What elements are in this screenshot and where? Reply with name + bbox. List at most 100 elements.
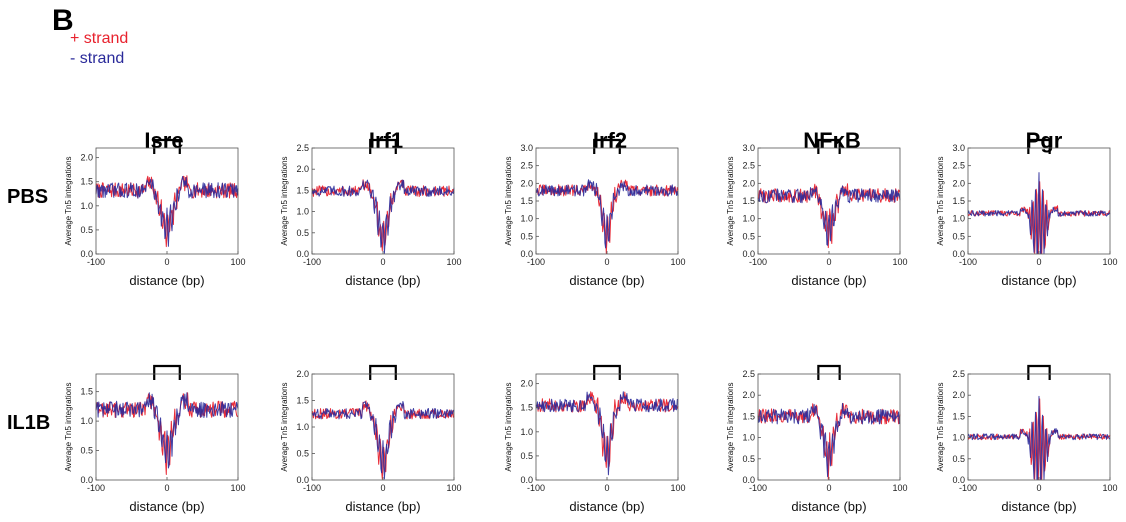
- y-axis-label: Average Tn5 integrations: [280, 156, 289, 245]
- motif-bracket: [817, 138, 841, 154]
- motif-bracket: [593, 138, 621, 154]
- y-tick-label: 0.5: [520, 451, 533, 461]
- motif-bracket: [593, 364, 621, 380]
- y-tick-label: 1.0: [742, 433, 755, 443]
- y-tick-label: 0.0: [296, 475, 309, 485]
- x-tick-label: -100: [749, 483, 767, 493]
- y-tick-label: 0.5: [520, 231, 533, 241]
- y-tick-label: 2.0: [296, 369, 309, 379]
- x-axis-label: distance (bp): [345, 273, 420, 288]
- x-tick-label: 0: [380, 483, 385, 493]
- x-tick-label: 100: [670, 483, 685, 493]
- y-tick-label: 1.5: [80, 387, 93, 397]
- y-tick-label: 0.5: [952, 231, 965, 241]
- y-tick-label: 0.5: [296, 228, 309, 238]
- y-axis-label: Average Tn5 integrations: [936, 382, 945, 471]
- panel-label: B: [52, 4, 74, 37]
- y-tick-label: 0.5: [296, 449, 309, 459]
- y-tick-label: 1.5: [742, 196, 755, 206]
- x-tick-label: 0: [164, 483, 169, 493]
- x-axis-label: distance (bp): [791, 273, 866, 288]
- y-tick-label: 0.0: [296, 249, 309, 259]
- y-tick-label: 2.0: [296, 164, 309, 174]
- x-tick-label: -100: [959, 257, 977, 267]
- chart-il1b-3: 0.0 0.5 1.0 1.5 2.0 2.5 -100 0 100 distance (bp) A…: [726, 364, 908, 514]
- y-tick-label: 2.0: [742, 390, 755, 400]
- y-tick-label: 1.5: [520, 403, 533, 413]
- y-tick-label: 2.5: [296, 143, 309, 153]
- x-tick-label: 100: [230, 257, 245, 267]
- y-axis-label: Average Tn5 integrations: [280, 382, 289, 471]
- x-tick-label: 100: [446, 483, 461, 493]
- y-tick-label: 0.0: [80, 475, 93, 485]
- y-tick-label: 1.5: [296, 396, 309, 406]
- x-tick-label: 0: [604, 257, 609, 267]
- y-axis-label: Average Tn5 integrations: [726, 156, 735, 245]
- y-tick-label: 0.0: [520, 249, 533, 259]
- motif-bracket: [817, 364, 841, 380]
- x-tick-label: -100: [527, 483, 545, 493]
- chart-pbs-3: 0.0 0.5 1.0 1.5 2.0 2.5 3.0 -100 0 100 distance (b…: [726, 138, 908, 288]
- y-tick-label: 1.5: [742, 411, 755, 421]
- y-tick-label: 3.0: [952, 143, 965, 153]
- chart-il1b-4: 0.0 0.5 1.0 1.5 2.0 2.5 -100 0 100 distance (bp) A…: [936, 364, 1118, 514]
- legend-plus-strand: + strand: [70, 30, 129, 47]
- y-tick-label: 0.5: [80, 446, 93, 456]
- x-tick-label: 100: [892, 257, 907, 267]
- x-tick-label: 100: [670, 257, 685, 267]
- y-axis-label: Average Tn5 integrations: [726, 382, 735, 471]
- y-tick-label: 0.0: [952, 249, 965, 259]
- series-line-minus: [757, 185, 901, 246]
- motif-bracket: [1027, 138, 1051, 154]
- x-axis-label: distance (bp): [569, 499, 644, 514]
- y-tick-label: 0.0: [520, 475, 533, 485]
- y-tick-label: 0.0: [952, 475, 965, 485]
- y-tick-label: 0.5: [952, 454, 965, 464]
- y-tick-label: 1.5: [80, 177, 93, 187]
- y-tick-label: 1.0: [742, 214, 755, 224]
- y-tick-label: 0.0: [742, 249, 755, 259]
- y-axis-label: Average Tn5 integrations: [504, 156, 513, 245]
- x-tick-label: 0: [604, 483, 609, 493]
- y-tick-label: 1.0: [952, 433, 965, 443]
- y-tick-label: 1.5: [952, 196, 965, 206]
- y-tick-label: 2.0: [742, 178, 755, 188]
- y-tick-label: 0.0: [80, 249, 93, 259]
- axes-frame: [535, 373, 679, 481]
- x-axis-label: distance (bp): [1001, 273, 1076, 288]
- motif-bracket: [369, 138, 397, 154]
- chart-pbs-2: 0.0 0.5 1.0 1.5 2.0 2.5 3.0 -100 0 100 distance (b…: [504, 138, 686, 288]
- series-line-minus: [535, 391, 679, 476]
- series-line-minus: [311, 401, 455, 480]
- series-line-minus: [967, 395, 1111, 480]
- x-tick-label: -100: [749, 257, 767, 267]
- y-tick-label: 2.0: [952, 390, 965, 400]
- x-axis-label: distance (bp): [345, 499, 420, 514]
- y-tick-label: 1.0: [80, 201, 93, 211]
- x-tick-label: 100: [230, 483, 245, 493]
- x-tick-label: 0: [164, 257, 169, 267]
- y-tick-label: 0.5: [80, 225, 93, 235]
- x-tick-label: 0: [826, 483, 831, 493]
- motif-bracket: [369, 364, 397, 380]
- x-axis-label: distance (bp): [129, 499, 204, 514]
- y-tick-label: 1.5: [296, 185, 309, 195]
- x-tick-label: 0: [380, 257, 385, 267]
- y-tick-label: 2.0: [520, 379, 533, 389]
- y-tick-label: 1.5: [952, 411, 965, 421]
- series-line-minus: [967, 172, 1111, 254]
- chart-pbs-4: 0.0 0.5 1.0 1.5 2.0 2.5 3.0 -100 0 100 distance (b…: [936, 138, 1118, 288]
- series-line-minus: [536, 179, 679, 249]
- y-tick-label: 2.5: [952, 161, 965, 171]
- y-tick-label: 2.5: [952, 369, 965, 379]
- x-axis-label: distance (bp): [791, 499, 866, 514]
- x-axis-label: distance (bp): [569, 273, 644, 288]
- y-axis-label: Average Tn5 integrations: [504, 382, 513, 471]
- series-line-minus: [95, 176, 239, 247]
- y-tick-label: 2.5: [520, 161, 533, 171]
- motif-bracket: [153, 364, 181, 380]
- y-tick-label: 1.0: [80, 416, 93, 426]
- x-tick-label: -100: [303, 483, 321, 493]
- chart-il1b-2: 0.0 0.5 1.0 1.5 2.0 -100 0 100 distance (bp) Aver…: [504, 364, 686, 514]
